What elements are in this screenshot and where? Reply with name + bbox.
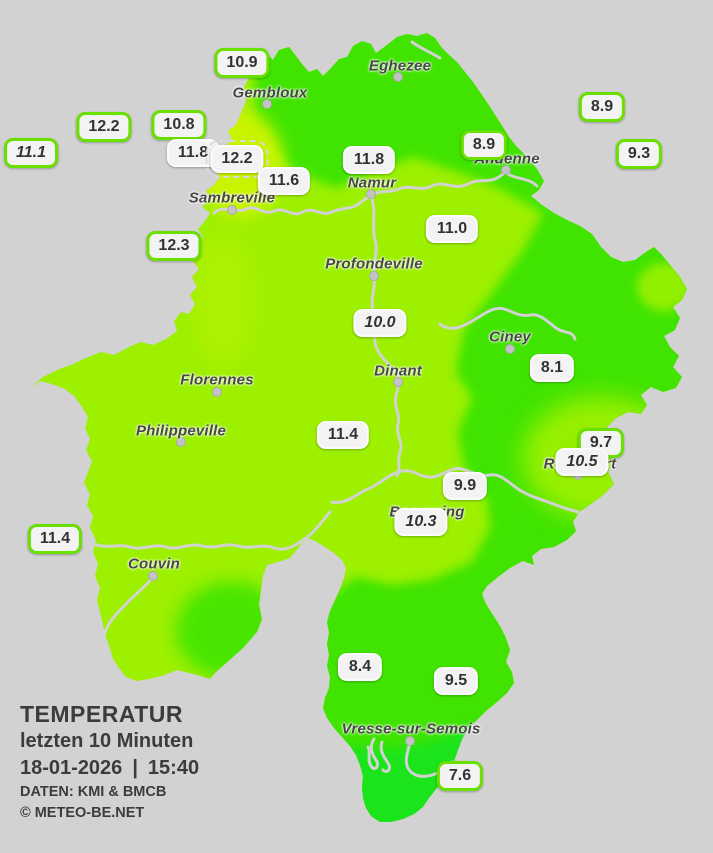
city-label-florennes: Florennes xyxy=(180,371,254,389)
temp-label-11.8: 11.8 xyxy=(342,146,396,174)
river-eau-noire xyxy=(90,510,332,551)
map-date: 18-01-2026 xyxy=(20,757,123,780)
map-title: TEMPERATUR xyxy=(20,701,184,727)
city-dot-vresse-sur-semois xyxy=(405,736,415,746)
river-meuse-south xyxy=(369,194,403,478)
temp-label-9.3: 9.3 xyxy=(615,139,663,169)
city-label-dinant: Dinant xyxy=(374,362,422,380)
river-sambre xyxy=(212,193,373,216)
temp-label-8.1: 8.1 xyxy=(529,354,575,382)
temp-label-11.1: 11.1 xyxy=(4,138,58,168)
city-dot-ciney xyxy=(505,344,515,354)
west-warm-band xyxy=(192,230,256,370)
city-label-profondeville: Profondeville xyxy=(325,255,423,273)
city-dot-eghezee xyxy=(393,72,403,82)
temp-label-7.6: 7.6 xyxy=(436,761,484,791)
city-label-philippeville: Philippeville xyxy=(135,422,227,440)
city-dot-dinant xyxy=(393,377,403,387)
city-label-ciney: Ciney xyxy=(489,328,531,346)
city-label-vresse-sur-semois: Vresse-sur-Semois xyxy=(341,720,481,738)
map-time: 15:40 xyxy=(147,757,200,780)
temp-label-9.9: 9.9 xyxy=(442,472,488,500)
city-label-couvin: Couvin xyxy=(127,555,181,573)
temp-label-10.3: 10.3 xyxy=(394,508,448,536)
temp-label-10.9: 10.9 xyxy=(214,48,270,78)
temp-label-8.4: 8.4 xyxy=(337,653,383,681)
map-datetime: 18-01-2026 | 15:40 xyxy=(20,755,199,782)
temp-label-10.5: 10.5 xyxy=(555,448,609,476)
temp-label-12.2: 12.2 xyxy=(205,140,269,178)
temp-label-11.0: 11.0 xyxy=(425,215,479,243)
temp-label-11.4: 11.4 xyxy=(27,524,83,554)
temp-label-11.8: 11.8 xyxy=(166,139,220,167)
title-block: TEMPERATUR letzten 10 Minuten 18-01-2026… xyxy=(20,700,199,824)
data-source: DATEN: KMI & BMCB xyxy=(20,784,167,801)
temp-label-8.9: 8.9 xyxy=(460,130,508,160)
temp-label-10.0: 10.0 xyxy=(353,309,407,337)
city-dot-sambreville xyxy=(227,205,237,215)
south-cold-region xyxy=(315,722,492,822)
city-dot-gembloux xyxy=(262,99,272,109)
temp-label-8.9: 8.9 xyxy=(578,92,626,122)
city-label-eghezee: Eghezee xyxy=(368,57,432,75)
map-subtitle: letzten 10 Minuten xyxy=(20,730,194,753)
city-label-namur: Namur xyxy=(347,174,397,192)
city-label-gembloux: Gembloux xyxy=(232,84,308,102)
river-lesse-upper xyxy=(438,306,577,341)
city-label-sambreville: Sambreville xyxy=(188,189,276,207)
river-lesse-lower xyxy=(330,466,580,514)
temp-label-9.5: 9.5 xyxy=(433,667,479,695)
city-dot-philippeville xyxy=(176,437,186,447)
city-dot-andenne xyxy=(501,165,511,175)
temp-label-11.6: 11.6 xyxy=(257,167,311,195)
temp-label-12.3: 12.3 xyxy=(146,231,202,261)
city-dot-florennes xyxy=(212,387,222,397)
temp-label-10.8: 10.8 xyxy=(151,110,207,140)
temp-label-11.4: 11.4 xyxy=(316,421,370,449)
river-mehaigne xyxy=(410,40,442,60)
city-dot-profondeville xyxy=(369,271,379,281)
city-dot-couvin xyxy=(148,571,158,581)
date-time-separator: | xyxy=(132,757,138,780)
temp-label-12.2: 12.2 xyxy=(76,112,132,142)
city-dot-namur xyxy=(366,189,376,199)
ne-warm-patch xyxy=(637,263,687,311)
copyright-note: © METEO-BE.NET xyxy=(20,805,145,822)
